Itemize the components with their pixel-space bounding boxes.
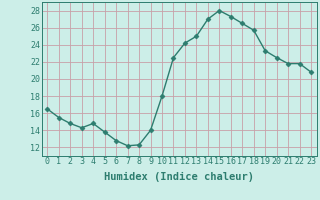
X-axis label: Humidex (Indice chaleur): Humidex (Indice chaleur): [104, 172, 254, 182]
